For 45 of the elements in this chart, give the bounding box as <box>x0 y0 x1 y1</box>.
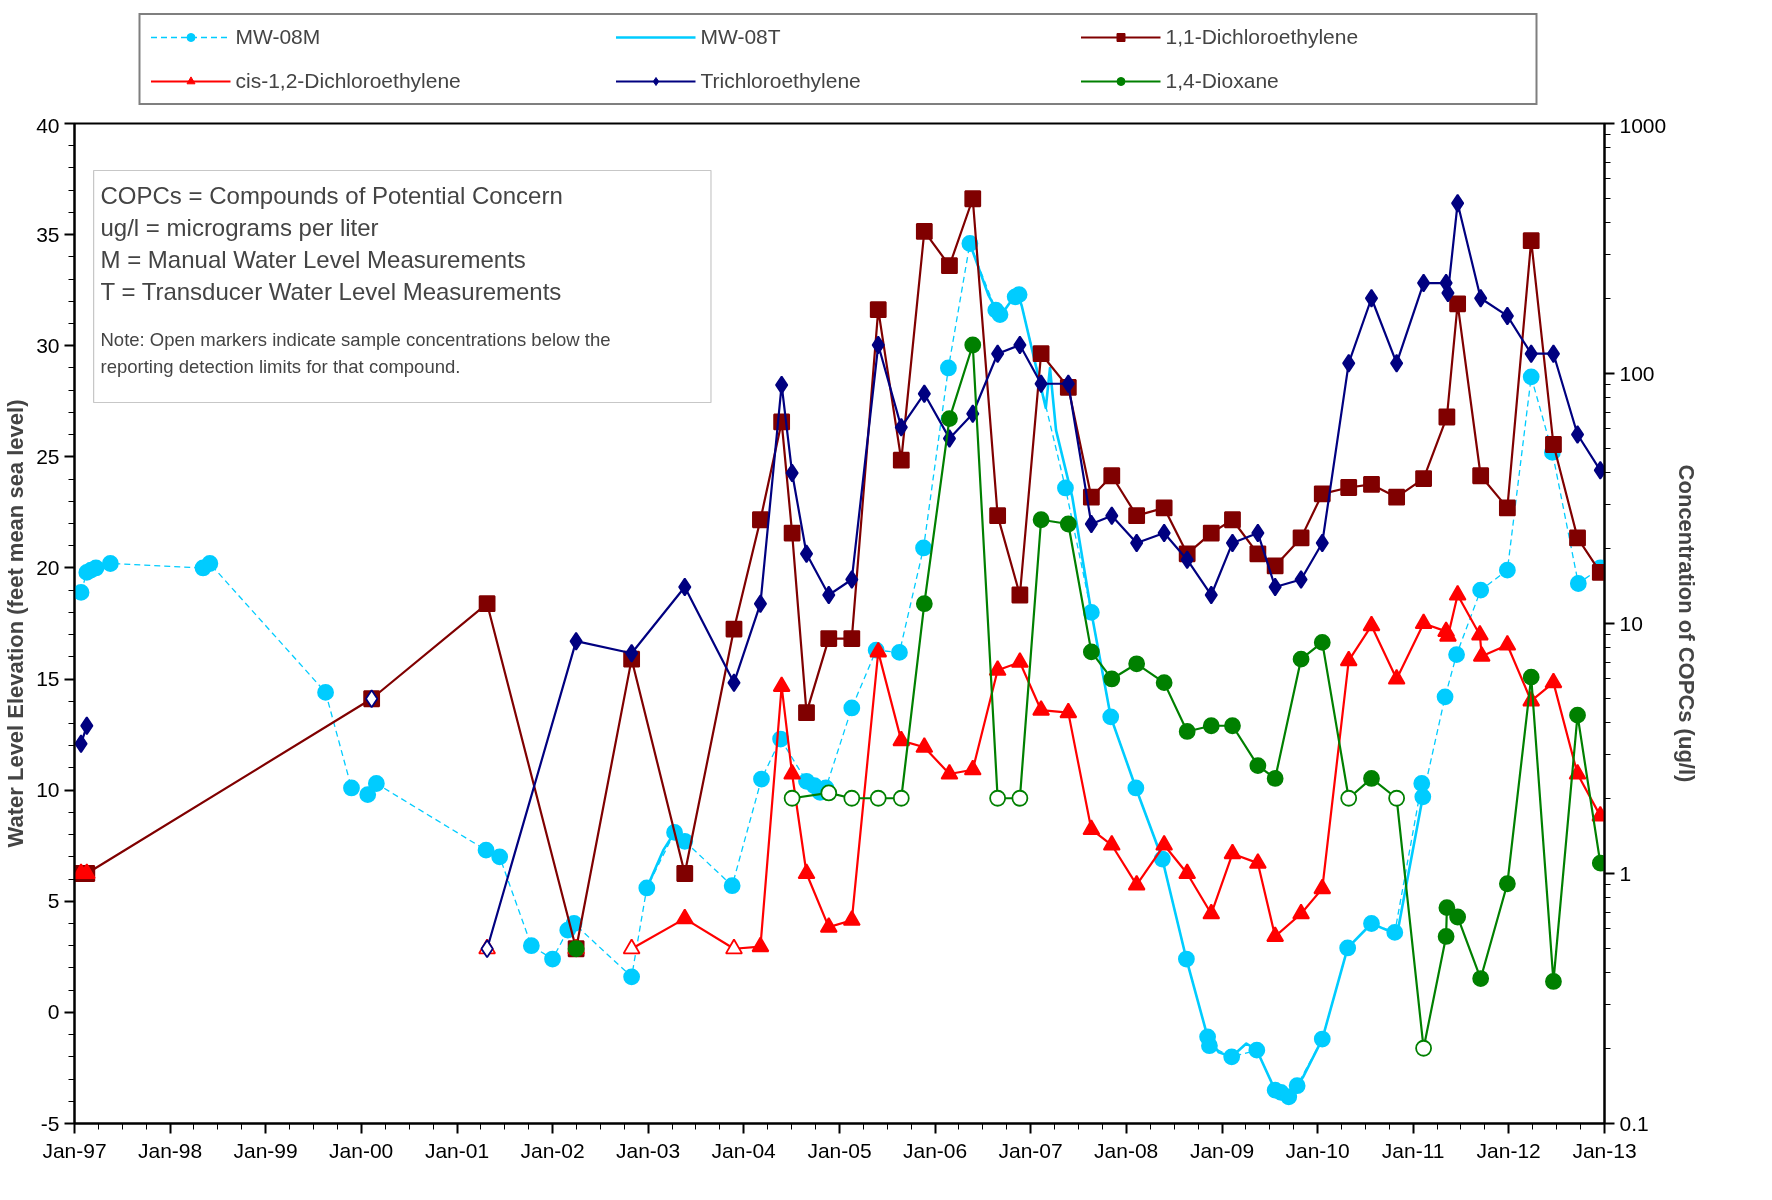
y-tick-label: 10 <box>36 778 60 802</box>
y2-axis-title: Concentration of COPCs (ug/l) <box>1674 464 1700 783</box>
legend-label: Trichloroethylene <box>700 69 862 93</box>
y-tick-label: 40 <box>36 113 60 137</box>
x-tick-label: Jan-10 <box>1285 1138 1350 1162</box>
y2-tick-label: 0.1 <box>1619 1111 1649 1135</box>
y2-tick-label: 100 <box>1619 361 1655 385</box>
x-tick-label: Jan-97 <box>42 1138 107 1162</box>
x-tick-label: Jan-03 <box>616 1138 681 1162</box>
x-tick-label: Jan-13 <box>1572 1138 1637 1162</box>
y-tick-label: 0 <box>47 1000 60 1024</box>
x-tick-label: Jan-02 <box>520 1138 585 1162</box>
annotation: M = Manual Water Level Measurements <box>100 246 526 274</box>
legend-label: cis-1,2-Dichloroethylene <box>235 69 462 93</box>
legend-label: 1,1-Dichloroethylene <box>1165 25 1360 49</box>
y-tick-label: 30 <box>36 333 60 357</box>
annotation: COPCs = Compounds of Potential Concern <box>100 181 563 209</box>
annotation: ug/l = micrograms per liter <box>100 213 379 241</box>
x-tick-label: Jan-06 <box>902 1138 968 1162</box>
y-axis-title: Water Level Elevation (feet mean sea level) <box>3 399 29 848</box>
x-tick-label: Jan-11 <box>1381 1138 1445 1162</box>
x-tick-label: Jan-05 <box>807 1138 872 1162</box>
x-tick-label: Jan-00 <box>329 1138 394 1162</box>
x-tick-label: Jan-99 <box>233 1138 298 1162</box>
y-tick-label: 20 <box>36 555 60 579</box>
legend-label: 1,4-Dioxane <box>1165 69 1280 93</box>
y-tick-label: 5 <box>47 889 60 913</box>
legend-label: MW-08T <box>700 25 782 49</box>
y-tick-label: 15 <box>36 667 60 691</box>
y-tick-label: 25 <box>36 444 60 468</box>
y-tick-label: -5 <box>40 1111 60 1135</box>
legend-label: MW-08M <box>235 25 322 49</box>
y-tick-label: 35 <box>36 222 60 246</box>
y2-tick-label: 1000 <box>1619 113 1667 137</box>
x-tick-label: Jan-12 <box>1476 1138 1541 1162</box>
x-tick-label: Jan-98 <box>137 1138 203 1162</box>
x-tick-label: Jan-09 <box>1189 1138 1255 1162</box>
x-tick-label: Jan-01 <box>424 1138 490 1162</box>
y2-tick-label: 10 <box>1619 611 1643 635</box>
x-tick-label: Jan-08 <box>1094 1138 1159 1162</box>
annotation: T = Transducer Water Level Measurements <box>100 278 562 306</box>
x-tick-label: Jan-04 <box>711 1138 777 1162</box>
y2-tick-label: 1 <box>1619 861 1632 885</box>
annotation: Note: Open markers indicate sample concentrations below the reporting detection limits for that compound. <box>100 328 611 377</box>
x-tick-label: Jan-07 <box>998 1138 1063 1162</box>
